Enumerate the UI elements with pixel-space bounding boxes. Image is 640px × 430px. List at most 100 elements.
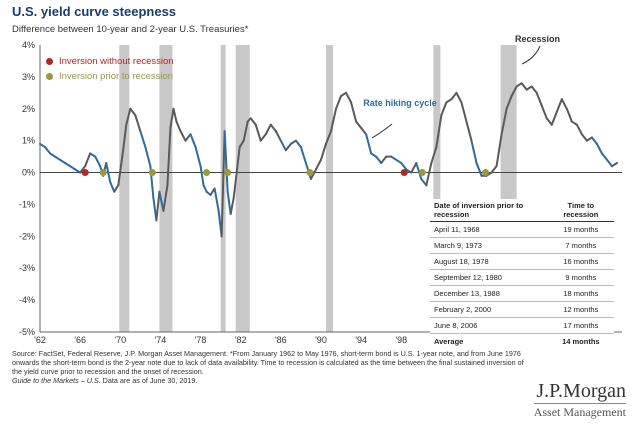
y-tick-label: -5%	[19, 327, 35, 337]
legend-inversion-without-recession: Inversion without recession	[46, 56, 174, 67]
series-segment	[540, 104, 548, 120]
series-segment	[139, 130, 147, 149]
series-segment	[550, 110, 558, 126]
series-segment	[365, 133, 373, 155]
table-row: March 9, 1973 7 months	[430, 237, 614, 254]
series-segment	[269, 123, 277, 133]
table-row: June 8, 2006 17 months	[430, 317, 614, 334]
table-average-value: 14 months	[547, 333, 614, 349]
series-segment	[44, 146, 52, 155]
series-segment	[223, 130, 229, 193]
series-segment	[505, 95, 513, 110]
legend-red-label: Inversion without recession	[59, 56, 174, 67]
series-segment	[242, 120, 249, 142]
series-segment	[202, 184, 208, 193]
series-segment	[125, 107, 132, 126]
series-segment	[500, 107, 508, 136]
series-segment	[199, 165, 205, 187]
series-segment	[213, 187, 220, 212]
series-segment	[134, 114, 142, 133]
series-segment	[590, 136, 598, 145]
series-segment	[319, 142, 327, 161]
series-segment	[274, 130, 282, 142]
series-segment	[144, 146, 152, 168]
series-segment	[284, 142, 292, 152]
recession-bar	[433, 45, 441, 332]
series-segment	[580, 133, 588, 142]
series-segment	[495, 133, 503, 168]
data-as-of: Data are as of June 30, 2019.	[100, 376, 198, 385]
series-segment	[420, 177, 428, 187]
olive-dot-icon	[46, 72, 53, 80]
table-cell-date: March 9, 1973	[430, 237, 548, 254]
x-tick-label: '94	[355, 335, 367, 345]
inversion-table: Date of inversion prior to recession Tim…	[430, 199, 614, 349]
recession-arrow	[521, 45, 541, 65]
logo-name: J.P.Morgan	[536, 380, 626, 402]
series-segment	[595, 142, 603, 155]
series-segment	[294, 139, 302, 149]
table-cell-date: August 18, 1978	[430, 253, 548, 270]
table-cell-time: 7 months	[547, 237, 614, 254]
series-segment	[560, 98, 568, 110]
series-segment	[520, 82, 528, 91]
series-segment	[113, 184, 120, 193]
series-segment	[84, 152, 92, 168]
inversion-prior-to-recession-dot	[306, 169, 314, 177]
y-tick-label: 4%	[22, 40, 35, 50]
inversion-without-recession-dot	[400, 169, 408, 177]
table-cell-date: December 13, 1988	[430, 285, 548, 302]
table-cell-time: 17 months	[547, 317, 614, 334]
series-segment	[400, 161, 408, 171]
series-segment	[605, 158, 613, 168]
table-cell-date: February 2, 2000	[430, 301, 548, 318]
chart-title: U.S. yield curve steepness	[12, 4, 177, 19]
table-cell-date: April 11, 1968	[430, 221, 548, 238]
series-segment	[175, 120, 182, 133]
series-segment	[299, 146, 307, 164]
series-segment	[314, 158, 322, 171]
series-segment	[565, 107, 573, 123]
series-segment	[194, 146, 202, 168]
source-footnote: Source: FactSet, Federal Reserve, J.P. M…	[12, 349, 532, 385]
series-segment	[172, 107, 178, 123]
jpmorgan-logo: J.P.Morgan Asset Management	[533, 380, 626, 420]
series-segment	[189, 133, 197, 149]
series-segment	[179, 130, 187, 142]
series-segment	[455, 91, 463, 104]
series-segment	[162, 184, 169, 212]
series-segment	[109, 181, 116, 193]
inversion-without-recession-dot	[81, 169, 89, 177]
inversion-prior-to-recession-dot	[148, 169, 156, 177]
series-segment	[415, 161, 423, 180]
series-segment	[254, 123, 262, 142]
series-segment	[330, 107, 338, 133]
footnote-text: Source: FactSet, Federal Reserve, J.P. M…	[12, 349, 524, 376]
series-segment	[530, 85, 538, 94]
series-segment	[600, 152, 608, 161]
series-segment	[345, 91, 353, 104]
x-tick-label: '78	[195, 335, 207, 345]
red-dot-icon	[46, 57, 53, 65]
series-segment	[475, 161, 483, 177]
series-segment	[355, 120, 363, 129]
series-segment	[117, 155, 124, 187]
series-segment	[105, 161, 112, 184]
logo-subtitle: Asset Management	[533, 403, 626, 419]
y-tick-label: 1%	[22, 136, 35, 146]
annotation-recession: Recession	[515, 34, 561, 44]
table-row: April 11, 1968 19 months	[430, 221, 614, 238]
y-tick-label: 0%	[22, 168, 35, 178]
table-header-time: Time to recession	[547, 199, 614, 222]
rate-hiking-arrow	[371, 123, 393, 139]
x-tick-label: '66	[74, 335, 86, 345]
table-cell-time: 16 months	[547, 253, 614, 270]
inversion-prior-to-recession-dot	[203, 169, 211, 177]
series-segment	[555, 98, 563, 113]
chart-subtitle: Difference between 10-year and 2-year U.…	[12, 24, 249, 35]
series-segment	[490, 165, 498, 174]
series-segment	[259, 133, 267, 142]
x-tick-label: '90	[315, 335, 327, 345]
table-cell-date: September 12, 1980	[430, 269, 548, 286]
series-segment	[229, 197, 235, 216]
